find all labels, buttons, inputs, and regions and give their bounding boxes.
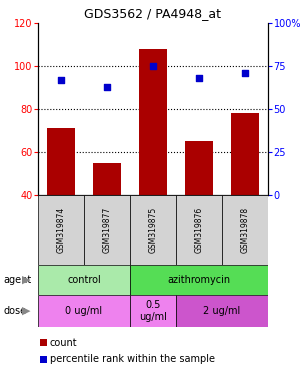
Bar <box>93 163 121 195</box>
Bar <box>130 265 268 295</box>
Bar <box>84 195 130 265</box>
Bar <box>231 113 259 195</box>
Text: agent: agent <box>3 275 31 285</box>
Bar <box>176 295 268 327</box>
Text: 0 ug/ml: 0 ug/ml <box>65 306 102 316</box>
Text: dose: dose <box>3 306 26 316</box>
Bar <box>130 195 176 265</box>
Bar <box>38 295 130 327</box>
Bar <box>130 295 176 327</box>
Text: ▶: ▶ <box>22 275 30 285</box>
Bar <box>38 195 84 265</box>
Text: GSM319876: GSM319876 <box>195 207 204 253</box>
Point <box>151 63 155 69</box>
Text: GSM319877: GSM319877 <box>102 207 112 253</box>
Text: 2 ug/ml: 2 ug/ml <box>203 306 241 316</box>
Bar <box>185 141 213 195</box>
Text: control: control <box>67 275 101 285</box>
Text: GSM319874: GSM319874 <box>56 207 65 253</box>
Text: GSM319875: GSM319875 <box>148 207 158 253</box>
Text: count: count <box>50 338 78 348</box>
Text: ▶: ▶ <box>22 306 30 316</box>
Text: GSM319878: GSM319878 <box>241 207 249 253</box>
Bar <box>139 49 167 195</box>
Bar <box>176 195 222 265</box>
Bar <box>40 339 47 346</box>
Text: azithromycin: azithromycin <box>168 275 231 285</box>
Bar <box>38 265 130 295</box>
Text: GDS3562 / PA4948_at: GDS3562 / PA4948_at <box>85 8 221 20</box>
Text: 0.5
ug/ml: 0.5 ug/ml <box>139 300 167 322</box>
Point <box>58 77 63 83</box>
Bar <box>222 195 268 265</box>
Text: percentile rank within the sample: percentile rank within the sample <box>50 354 215 364</box>
Bar <box>47 128 75 195</box>
Point <box>197 75 201 81</box>
Point <box>105 84 109 90</box>
Point <box>243 70 248 76</box>
Bar <box>40 356 47 363</box>
